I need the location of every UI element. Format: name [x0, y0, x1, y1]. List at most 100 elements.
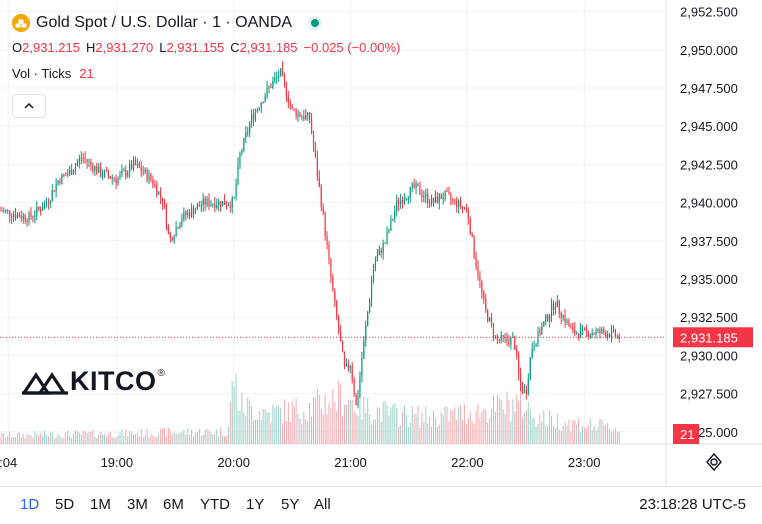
volume-bar	[208, 430, 210, 444]
volume-bar	[568, 419, 570, 444]
candle-body	[349, 365, 351, 369]
volume-bar	[465, 424, 467, 444]
volume-bar	[235, 374, 237, 444]
volume-bar	[268, 411, 270, 444]
range-1y-button[interactable]: 1Y	[246, 496, 265, 513]
candle-body	[324, 213, 326, 237]
candle-body	[485, 299, 487, 310]
price-tick-label: 2,935.000	[680, 272, 738, 287]
volume-bar	[516, 394, 518, 444]
candle-body	[581, 327, 584, 329]
candle-body	[427, 193, 429, 203]
volume-bar	[61, 438, 63, 444]
volume-bar	[556, 414, 558, 444]
kitco-wordmark: KITCO	[70, 366, 157, 396]
candle-body	[419, 186, 421, 195]
volume-bar	[200, 436, 202, 444]
volume-bar	[460, 405, 462, 444]
range-3m-button[interactable]: 3M	[127, 496, 148, 513]
candle-body	[554, 307, 557, 310]
volume-bar	[419, 427, 421, 444]
volume-bar	[76, 430, 78, 444]
price-chart[interactable]: 2,925.0002,927.5002,930.0002,932.5002,93…	[0, 0, 762, 486]
volume-bar	[144, 435, 146, 444]
volume-bar	[330, 407, 332, 444]
candle-body	[355, 394, 357, 406]
candle-body	[76, 162, 79, 166]
range-1m-button[interactable]: 1M	[90, 496, 111, 513]
candle-body	[591, 333, 593, 336]
volume-bar	[504, 413, 506, 444]
price-tick-label: 2,952.500	[680, 5, 738, 20]
candle-body	[53, 190, 55, 192]
volume-bar	[187, 428, 189, 444]
collapse-legend-button[interactable]	[12, 94, 46, 118]
candle-body	[461, 206, 464, 208]
candle-body	[299, 112, 301, 117]
range-5d-button[interactable]: 5D	[55, 496, 75, 513]
candle-body	[221, 200, 224, 207]
candle-body	[169, 232, 171, 239]
volume-bar	[578, 418, 580, 444]
candle-body	[0, 210, 1, 212]
candle-body	[84, 158, 86, 160]
candle-body	[610, 329, 613, 338]
volume-bar	[510, 420, 512, 444]
volume-bar	[0, 437, 1, 444]
time-tick-label: 20:00	[217, 455, 250, 470]
volume-bar	[463, 404, 465, 444]
candle-body	[196, 204, 198, 210]
volume-bar	[576, 424, 578, 444]
range-6m-button[interactable]: 6M	[163, 496, 184, 513]
range-1d-button[interactable]: 1D	[20, 496, 40, 513]
candle-body	[405, 199, 407, 201]
candle-body	[489, 317, 491, 322]
volume-bar	[223, 436, 225, 444]
volume-bar	[218, 435, 220, 444]
candle-body	[59, 180, 61, 184]
volume-bar	[171, 433, 173, 444]
candle-body	[5, 210, 7, 212]
symbol-legend[interactable]: Gold Spot / U.S. Dollar · 1 · OANDA	[12, 14, 323, 32]
candle-body	[448, 191, 450, 194]
volume-bar	[173, 431, 175, 444]
volume-bar	[189, 434, 191, 444]
candle-body	[210, 204, 212, 207]
settings-icon[interactable]	[704, 452, 724, 477]
candle-body	[171, 238, 173, 241]
range-all-button[interactable]: All	[314, 496, 331, 513]
candle-body	[380, 249, 382, 254]
volume-bar	[303, 411, 305, 444]
candle-body	[556, 300, 558, 308]
volume-bar	[202, 434, 204, 444]
volume-bar	[371, 423, 373, 444]
candle-body	[208, 198, 210, 207]
volume-bar	[456, 419, 458, 444]
candle-body	[268, 86, 270, 88]
volume-bar	[313, 397, 315, 444]
volume-bar	[394, 403, 396, 444]
volume-bar	[349, 400, 351, 444]
candle-body	[533, 346, 535, 349]
volume-bar	[233, 386, 235, 444]
volume-bar	[520, 386, 522, 444]
volume-bar	[593, 425, 595, 444]
volume-bar	[30, 435, 32, 444]
candle-body	[367, 312, 369, 326]
volume-bar	[425, 406, 427, 444]
volume-bar	[392, 404, 394, 444]
volume-bar	[1, 432, 3, 444]
volume-bar	[146, 428, 148, 444]
candle-body	[477, 266, 479, 277]
range-ytd-button[interactable]: YTD	[200, 496, 230, 513]
range-5y-button[interactable]: 5Y	[281, 496, 300, 513]
candle-body	[475, 257, 477, 267]
candle-body	[492, 324, 495, 336]
candle-body	[129, 164, 131, 173]
utc-clock[interactable]: 23:18:28 UTC-5	[639, 496, 746, 513]
candle-body	[531, 348, 533, 358]
candle-body	[136, 163, 138, 165]
candle-body	[152, 179, 154, 185]
volume-legend[interactable]: Vol · Ticks 21	[12, 66, 94, 81]
